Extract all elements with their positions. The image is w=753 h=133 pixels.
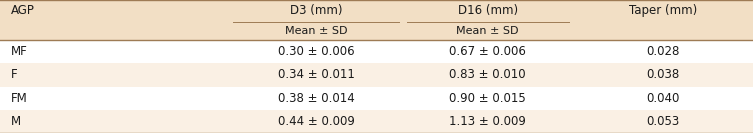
- Text: 1.13 ± 0.009: 1.13 ± 0.009: [449, 115, 526, 128]
- Text: AGP: AGP: [11, 5, 35, 18]
- Text: 0.028: 0.028: [646, 45, 679, 58]
- Bar: [0, 0, 753, 40]
- Text: 0.90 ± 0.015: 0.90 ± 0.015: [450, 92, 526, 105]
- Text: F: F: [11, 68, 18, 81]
- Text: Taper (mm): Taper (mm): [629, 5, 697, 18]
- Text: 0.038: 0.038: [646, 68, 679, 81]
- Text: MF: MF: [11, 45, 28, 58]
- Text: Mean ± SD: Mean ± SD: [456, 26, 519, 36]
- Bar: [0, 110, 753, 133]
- Text: 0.053: 0.053: [646, 115, 679, 128]
- Text: 0.38 ± 0.014: 0.38 ± 0.014: [278, 92, 355, 105]
- Text: Mean ± SD: Mean ± SD: [285, 26, 348, 36]
- Text: 0.44 ± 0.009: 0.44 ± 0.009: [278, 115, 355, 128]
- Text: 0.040: 0.040: [646, 92, 679, 105]
- Bar: [0, 63, 753, 86]
- Text: 0.67 ± 0.006: 0.67 ± 0.006: [449, 45, 526, 58]
- Text: M: M: [11, 115, 21, 128]
- Text: 0.83 ± 0.010: 0.83 ± 0.010: [450, 68, 526, 81]
- Text: 0.34 ± 0.011: 0.34 ± 0.011: [278, 68, 355, 81]
- Text: D3 (mm): D3 (mm): [290, 5, 343, 18]
- Text: D16 (mm): D16 (mm): [458, 5, 517, 18]
- Text: 0.30 ± 0.006: 0.30 ± 0.006: [278, 45, 355, 58]
- Text: FM: FM: [11, 92, 28, 105]
